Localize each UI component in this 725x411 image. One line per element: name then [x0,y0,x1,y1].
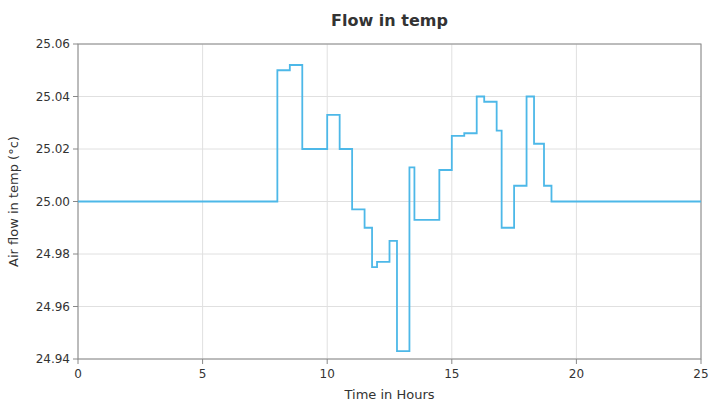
y-tick [73,44,78,45]
data-line [78,65,701,351]
y-tick-label: 25.06 [36,37,70,51]
y-tick [73,96,78,97]
chart: 0 5 10 15 20 25 24.94 24.96 24.98 25.00 25.02 25.04… [0,0,725,411]
x-tick-label: 10 [320,367,335,381]
x-tick [576,359,577,364]
plot-area [78,65,701,351]
y-grid-line [78,149,701,150]
y-tick [73,201,78,202]
y-tick [73,359,78,360]
y-tick-label: 24.96 [36,300,70,314]
y-axis-label: Air flow in temp (°c) [6,136,21,267]
y-tick [73,306,78,307]
axes: 0 5 10 15 20 25 24.94 24.96 24.98 25.00 25.02 25.04… [36,37,709,381]
y-tick [73,254,78,255]
y-grid-line [78,306,701,307]
y-tick-label: 24.98 [36,247,70,261]
y-tick [73,149,78,150]
x-tick-label: 20 [569,367,584,381]
plot-frame [78,44,701,359]
y-tick-label: 25.04 [36,90,70,104]
x-tick-label: 15 [444,367,459,381]
x-tick [701,359,702,364]
y-tick-label: 25.02 [36,142,70,156]
x-axis-label: Time in Hours [343,387,434,402]
y-tick-label: 24.94 [36,352,70,366]
y-tick-label: 25.00 [36,195,70,209]
x-tick [451,359,452,364]
x-tick-label: 0 [74,367,82,381]
grid [78,44,701,359]
title: Flow in temp [331,11,448,30]
x-tick [202,359,203,364]
x-tick-label: 5 [199,367,207,381]
y-grid-line [78,96,701,97]
x-tick [327,359,328,364]
x-tick-label: 25 [693,367,708,381]
x-tick [78,359,79,364]
